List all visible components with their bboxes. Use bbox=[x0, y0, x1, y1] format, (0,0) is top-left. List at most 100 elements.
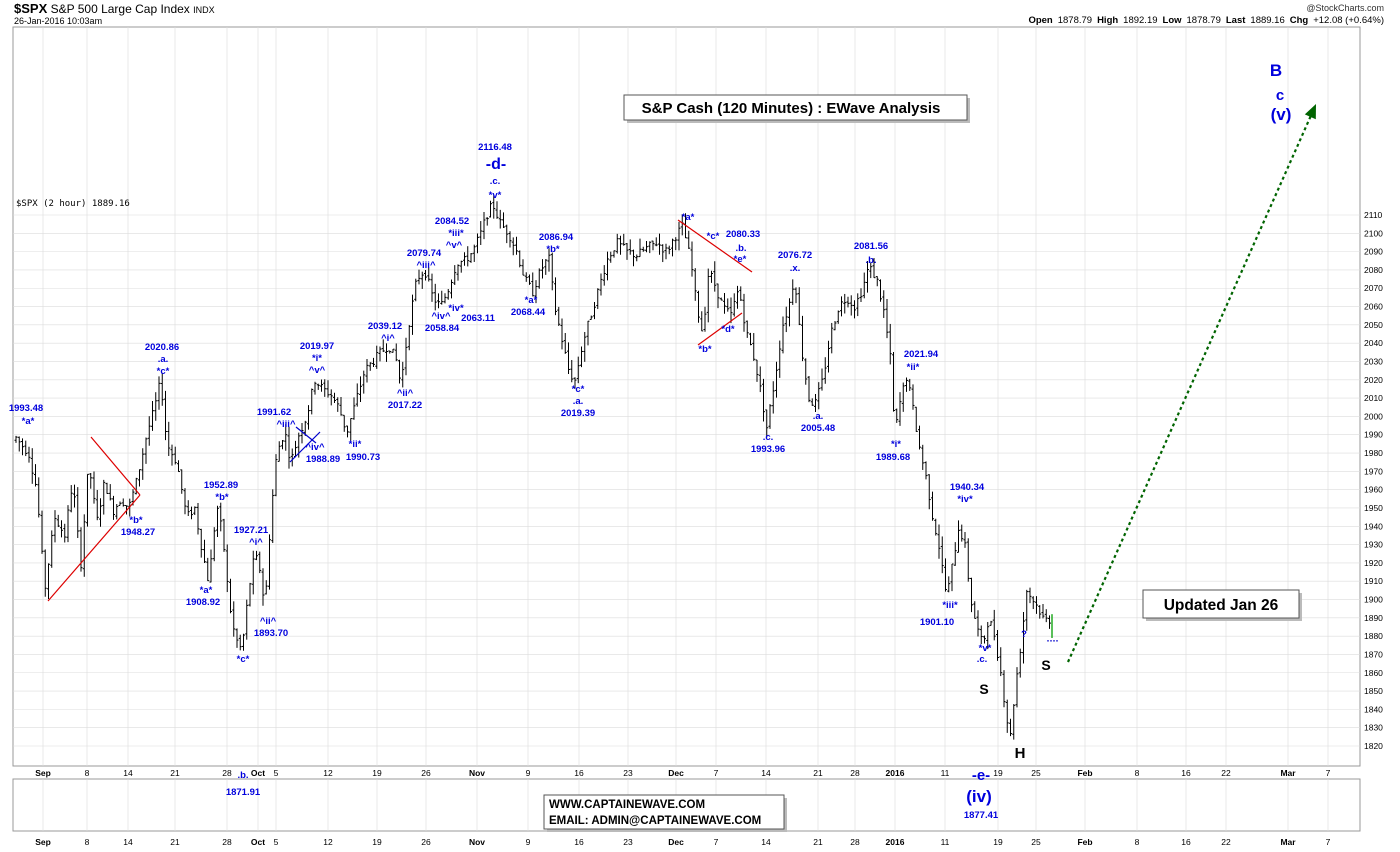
ohlc-bar bbox=[456, 264, 460, 281]
ohlc-bar bbox=[271, 489, 275, 544]
ohlc-bar bbox=[89, 473, 93, 489]
ohlc-bar bbox=[580, 346, 583, 368]
y-tick-label: 2080 bbox=[1364, 265, 1383, 275]
ohlc-bar bbox=[339, 397, 343, 416]
ohlc-bar bbox=[404, 337, 408, 376]
x-tick-label: 8 bbox=[85, 768, 90, 778]
ohlc-bar bbox=[989, 620, 993, 626]
wave-label: 2019.97 bbox=[300, 341, 334, 352]
last-value: 1889.16 bbox=[1250, 15, 1285, 26]
ohlc-bar bbox=[895, 408, 899, 423]
wave-label: *c* bbox=[237, 654, 250, 665]
ohlc-bar bbox=[970, 577, 973, 613]
ohlc-bar bbox=[336, 397, 340, 412]
ohlc-bar bbox=[37, 477, 41, 518]
ohlc-bar bbox=[810, 398, 814, 406]
ohlc-bar bbox=[547, 248, 551, 272]
quote-bar: Open 1878.79 High 1892.19 Low 1878.79 La… bbox=[1028, 15, 1384, 26]
ohlc-bar bbox=[645, 241, 648, 253]
x-tick-label-lower: 12 bbox=[323, 837, 333, 847]
ohlc-bar bbox=[134, 477, 138, 495]
ohlc-bar bbox=[193, 506, 197, 515]
ohlc-bar bbox=[235, 628, 239, 648]
ohlc-bar bbox=[349, 418, 353, 441]
wave-label: .b. bbox=[735, 243, 746, 254]
wave-label: B bbox=[1270, 61, 1282, 80]
ohlc-bar bbox=[560, 318, 564, 350]
trendline bbox=[295, 426, 317, 444]
ohlc-bar bbox=[479, 221, 483, 245]
x-tick-label-lower: 28 bbox=[850, 837, 860, 847]
ohlc-bar bbox=[905, 377, 908, 392]
ohlc-bar bbox=[167, 421, 171, 456]
ohlc-bar bbox=[313, 381, 317, 395]
ohlc-bar bbox=[966, 538, 970, 582]
ohlc-bar bbox=[316, 383, 320, 390]
trendline bbox=[677, 219, 753, 273]
y-tick-label: 1830 bbox=[1364, 723, 1383, 733]
wave-label: 1989.68 bbox=[876, 452, 910, 463]
trendline bbox=[289, 431, 321, 463]
ohlc-bar bbox=[238, 634, 242, 651]
ohlc-bar bbox=[833, 320, 837, 331]
ohlc-bar bbox=[807, 376, 811, 403]
x-tick-label-lower: 21 bbox=[170, 837, 180, 847]
wave-label: 1927.21 bbox=[234, 525, 269, 536]
contact-website: WWW.CAPTAINEWAVE.COM bbox=[549, 799, 705, 811]
ohlc-bar bbox=[261, 568, 265, 606]
x-tick-label-lower: 7 bbox=[714, 837, 719, 847]
ohlc-bar bbox=[92, 471, 96, 504]
ohlc-bar bbox=[996, 629, 999, 661]
gridlines bbox=[13, 27, 1360, 831]
ohlc-bar bbox=[1025, 589, 1029, 631]
wave-label: .c. bbox=[763, 432, 774, 443]
ohlc-bar bbox=[892, 351, 895, 412]
ohlc-bar bbox=[56, 514, 60, 528]
symbol: $SPX bbox=[14, 1, 48, 16]
ohlc-bar bbox=[359, 376, 362, 402]
y-tick-label: 2060 bbox=[1364, 302, 1383, 312]
ohlc-bar bbox=[511, 237, 515, 256]
ohlc-bar bbox=[355, 383, 359, 407]
wave-label: c bbox=[1276, 87, 1284, 104]
ohlc-bar bbox=[544, 259, 548, 275]
wave-label: 2058.84 bbox=[425, 323, 460, 334]
ohlc-bar bbox=[63, 523, 67, 543]
ohlc-bar bbox=[1005, 699, 1009, 733]
x-tick-label: 14 bbox=[123, 768, 133, 778]
ohlc-bar bbox=[537, 268, 541, 289]
wave-label: *a* bbox=[200, 585, 213, 596]
x-tick-label-lower: 8 bbox=[85, 837, 90, 847]
ohlc-bar bbox=[411, 294, 414, 335]
ohlc-bar bbox=[710, 270, 713, 283]
ohlc-bar bbox=[66, 505, 70, 543]
wave-label: .b. bbox=[865, 255, 876, 266]
x-tick-label-lower: 21 bbox=[813, 837, 823, 847]
updated-box: Updated Jan 26 bbox=[1142, 589, 1302, 621]
ohlc-bar bbox=[674, 237, 678, 251]
x-tick-label-lower: Sep bbox=[35, 837, 51, 847]
wave-label: 2080.33 bbox=[726, 229, 760, 240]
ohlc-bar bbox=[667, 245, 671, 255]
wave-label: *b* bbox=[129, 515, 143, 526]
wave-label: ^iii^ bbox=[416, 260, 435, 271]
ohlc-bar bbox=[242, 633, 245, 651]
ohlc-bar bbox=[797, 287, 801, 326]
ohlc-bar bbox=[196, 502, 200, 535]
ohlc-bar bbox=[414, 278, 418, 302]
wave-label: 2063.11 bbox=[461, 313, 496, 324]
ohlc-bar bbox=[885, 299, 889, 339]
x-tick-label: Nov bbox=[469, 768, 485, 778]
ohlc-bar bbox=[723, 293, 726, 314]
ohlc-bar bbox=[222, 518, 226, 552]
ohlc-bar bbox=[1031, 596, 1035, 610]
ohlc-bar bbox=[489, 200, 492, 218]
y-tick-label: 2090 bbox=[1364, 247, 1383, 257]
y-tick-label: 1980 bbox=[1364, 448, 1383, 458]
ohlc-bar bbox=[765, 409, 769, 438]
x-tick-label-lower: Mar bbox=[1280, 837, 1296, 847]
ohlc-bar bbox=[859, 288, 863, 303]
ohlc-bar bbox=[820, 368, 824, 391]
ohlc-bar bbox=[687, 230, 691, 249]
ohlc-bar bbox=[693, 268, 697, 301]
